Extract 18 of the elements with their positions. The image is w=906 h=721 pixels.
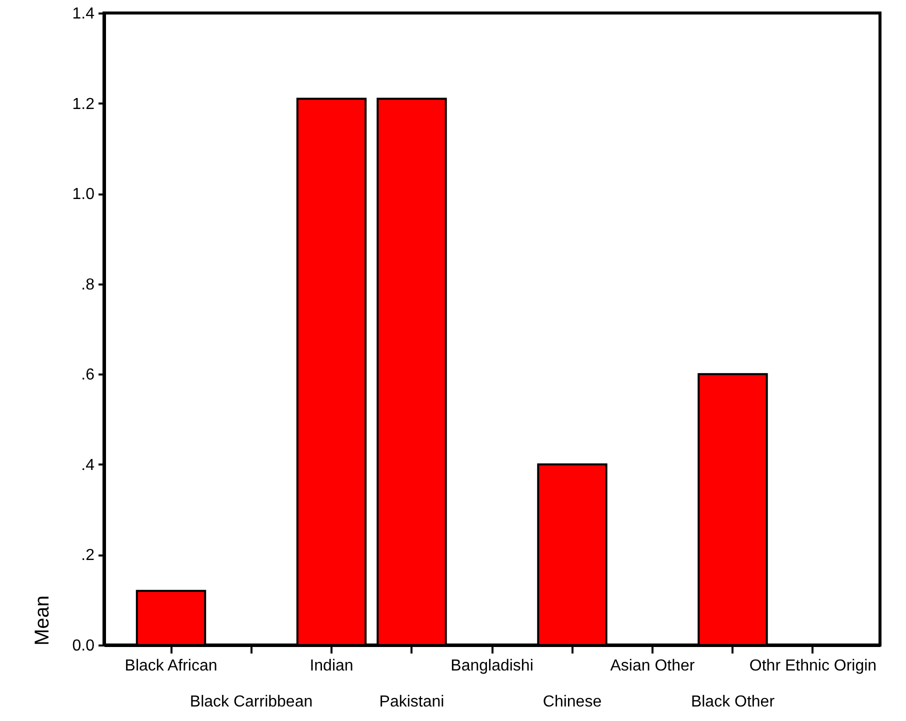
x-tick-label: Pakistani: [379, 694, 444, 710]
y-tick-label: .8: [81, 276, 95, 294]
x-tick-label: Black Other: [690, 694, 776, 710]
y-tick-label: 1.0: [72, 186, 95, 204]
y-tick-label: 1.2: [72, 96, 95, 113]
x-tick-label: Othr Ethnic Origin: [749, 658, 877, 674]
x-tick-label: Bangladishi: [450, 658, 534, 674]
y-tick-label: 1.4: [72, 6, 95, 22]
x-tick-label: Black Carribbean: [190, 694, 313, 710]
y-tick-label: 0.0: [72, 638, 95, 654]
x-tick-label: Indian: [310, 658, 354, 674]
y-tick-label: .4: [81, 456, 95, 474]
y-axis-title: Mean: [31, 595, 54, 646]
x-tick-label: Black African: [124, 658, 218, 674]
x-tick-label: Asian Other: [610, 658, 696, 674]
y-tick-label: .6: [81, 366, 95, 384]
y-tick-label: .2: [81, 547, 95, 564]
x-tick-label: Chinese: [542, 694, 602, 710]
